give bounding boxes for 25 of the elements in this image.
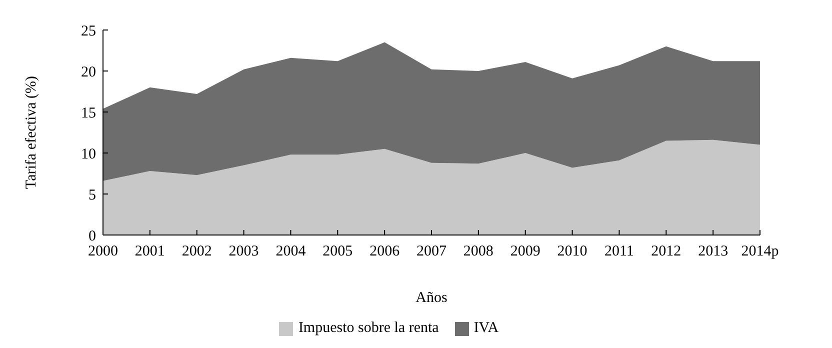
y-tick-label: 5 (88, 187, 96, 204)
x-axis-title: Años (416, 290, 448, 306)
x-tick-label: 2013 (698, 244, 728, 260)
y-tick-label: 15 (81, 105, 96, 122)
y-tick-label: 10 (81, 146, 96, 162)
x-tick-label: 2014p (741, 244, 779, 260)
x-tick-label: 2005 (322, 244, 353, 260)
x-tick-label: 2000 (88, 244, 118, 260)
legend-label: IVA (474, 320, 499, 337)
x-tick-label: 2010 (557, 244, 588, 260)
x-tick-label: 2004 (276, 244, 306, 260)
x-tick-label: 2009 (510, 244, 540, 260)
x-tick-label: 2008 (463, 244, 494, 260)
y-tick-label: 20 (81, 64, 96, 80)
legend-label: Impuesto sobre la renta (298, 320, 439, 337)
y-axis-title: Tarifa efectiva (%) (23, 76, 40, 190)
x-tick-label: 2007 (416, 244, 447, 260)
y-tick-label: 0 (88, 228, 96, 244)
x-tick-label: 2011 (604, 244, 634, 260)
x-tick-label: 2006 (370, 244, 400, 260)
x-tick-label: 2002 (182, 244, 212, 260)
x-tick-label: 2003 (228, 244, 259, 260)
x-tick-label: 2012 (651, 244, 682, 260)
x-tick-label: 2001 (134, 244, 165, 260)
y-tick-label: 25 (81, 23, 96, 40)
